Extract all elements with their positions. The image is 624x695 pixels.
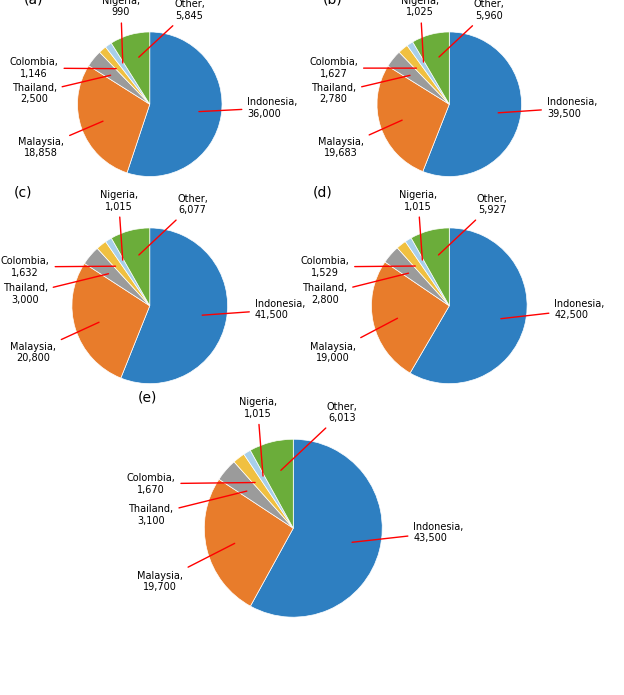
Text: Indonesia,
41,500: Indonesia, 41,500 [202, 299, 305, 320]
Text: Thailand,
2,800: Thailand, 2,800 [302, 273, 409, 305]
Text: Colombia,
1,627: Colombia, 1,627 [310, 57, 416, 79]
Text: Indonesia,
43,500: Indonesia, 43,500 [352, 522, 464, 543]
Text: (b): (b) [323, 0, 343, 6]
Wedge shape [244, 450, 293, 528]
Text: (e): (e) [138, 391, 157, 404]
Wedge shape [371, 262, 449, 373]
Text: Malaysia,
19,700: Malaysia, 19,700 [137, 543, 235, 592]
Wedge shape [397, 242, 449, 306]
Wedge shape [97, 242, 150, 306]
Text: Other,
5,927: Other, 5,927 [439, 194, 507, 255]
Wedge shape [121, 228, 228, 384]
Wedge shape [412, 32, 449, 104]
Text: Thailand,
3,100: Thailand, 3,100 [129, 491, 247, 525]
Text: Other,
6,077: Other, 6,077 [139, 194, 208, 255]
Text: Nigeria,
1,025: Nigeria, 1,025 [401, 0, 439, 62]
Wedge shape [72, 263, 150, 378]
Wedge shape [388, 52, 449, 104]
Text: Malaysia,
19,683: Malaysia, 19,683 [318, 120, 402, 158]
Text: Nigeria,
990: Nigeria, 990 [102, 0, 140, 63]
Wedge shape [111, 228, 150, 306]
Text: Thailand,
2,500: Thailand, 2,500 [12, 75, 110, 104]
Text: Colombia,
1,632: Colombia, 1,632 [1, 256, 115, 278]
Text: (a): (a) [23, 0, 43, 6]
Text: Colombia,
1,529: Colombia, 1,529 [300, 256, 415, 278]
Wedge shape [234, 455, 293, 528]
Wedge shape [105, 238, 150, 306]
Text: Thailand,
3,000: Thailand, 3,000 [2, 274, 109, 305]
Text: Nigeria,
1,015: Nigeria, 1,015 [100, 190, 138, 260]
Wedge shape [250, 439, 293, 528]
Text: Other,
5,960: Other, 5,960 [439, 0, 504, 57]
Wedge shape [219, 462, 293, 528]
Text: Other,
6,013: Other, 6,013 [281, 402, 358, 471]
Wedge shape [100, 47, 150, 104]
Text: (d): (d) [313, 185, 333, 199]
Text: Nigeria,
1,015: Nigeria, 1,015 [238, 398, 277, 476]
Text: Malaysia,
19,000: Malaysia, 19,000 [310, 318, 397, 363]
Text: Thailand,
2,780: Thailand, 2,780 [311, 75, 410, 104]
Wedge shape [406, 238, 449, 306]
Wedge shape [250, 439, 383, 617]
Wedge shape [407, 42, 449, 104]
Wedge shape [385, 248, 449, 306]
Text: Nigeria,
1,015: Nigeria, 1,015 [399, 190, 437, 260]
Wedge shape [84, 248, 150, 306]
Wedge shape [410, 228, 527, 384]
Text: (c): (c) [14, 185, 32, 199]
Wedge shape [204, 480, 293, 606]
Wedge shape [105, 43, 150, 104]
Text: Indonesia,
39,500: Indonesia, 39,500 [498, 97, 597, 119]
Wedge shape [411, 228, 449, 306]
Text: Indonesia,
36,000: Indonesia, 36,000 [199, 97, 298, 119]
Wedge shape [399, 45, 449, 104]
Text: Malaysia,
20,800: Malaysia, 20,800 [10, 322, 99, 363]
Text: Malaysia,
18,858: Malaysia, 18,858 [18, 121, 103, 158]
Wedge shape [77, 66, 150, 173]
Text: Colombia,
1,146: Colombia, 1,146 [10, 57, 116, 79]
Wedge shape [89, 52, 150, 104]
Wedge shape [127, 32, 222, 177]
Text: Colombia,
1,670: Colombia, 1,670 [127, 473, 255, 495]
Text: Indonesia,
42,500: Indonesia, 42,500 [501, 299, 605, 320]
Wedge shape [423, 32, 522, 177]
Wedge shape [377, 66, 449, 172]
Text: Other,
5,845: Other, 5,845 [139, 0, 205, 57]
Wedge shape [111, 32, 150, 104]
